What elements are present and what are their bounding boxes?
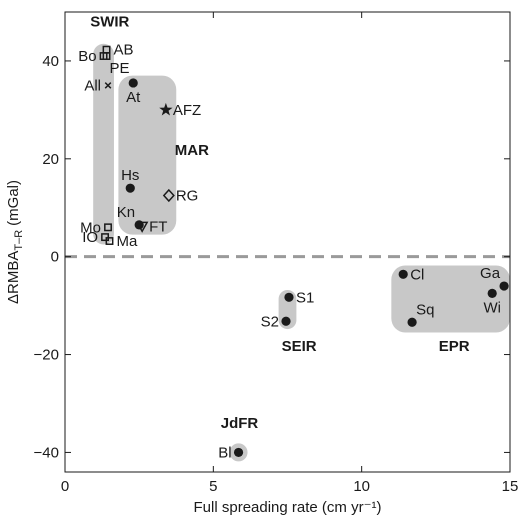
y-axis-title-subscript: T–R <box>13 230 25 251</box>
region-epr <box>391 265 510 333</box>
group-label-seir: SEIR <box>282 338 317 355</box>
point-afz <box>159 102 173 116</box>
x-axis-title: Full spreading rate (cm yr⁻¹) <box>194 499 382 516</box>
label-bl: Bl <box>218 444 231 461</box>
plot-frame <box>64 11 511 473</box>
x-tick-label-2: 10 <box>353 478 370 495</box>
region-highlights <box>93 43 510 461</box>
label-cl: Cl <box>410 266 424 283</box>
label-mo: Mo <box>80 219 101 236</box>
point-s2 <box>281 316 291 326</box>
point-ma <box>105 237 114 245</box>
point-all <box>104 82 112 89</box>
y-axis-title: ΔRMBAT–R (mGal) <box>5 180 25 304</box>
x-tick-label-0: 0 <box>61 478 69 495</box>
region-swir <box>93 43 114 245</box>
label-s1: S1 <box>296 289 314 306</box>
point-rg <box>162 188 175 203</box>
point-pe <box>102 52 111 60</box>
label-ft: FT <box>149 218 167 235</box>
label-all: All <box>84 77 101 94</box>
y-tick-label-4: 40 <box>42 53 59 70</box>
y-tick-label-1: −20 <box>34 347 59 364</box>
data-points <box>99 45 509 462</box>
label-kn: Kn <box>117 204 135 221</box>
label-ma: Ma <box>117 233 138 250</box>
x-tick-label-1: 5 <box>209 478 217 495</box>
y-axis-title-unit: (mGal) <box>5 180 22 226</box>
point-cl <box>398 269 408 279</box>
y-tick-label-3: 20 <box>42 151 59 168</box>
region-mar <box>118 75 177 235</box>
label-s2: S2 <box>261 313 279 330</box>
point-wi <box>487 288 497 298</box>
point-bl <box>233 447 244 458</box>
group-label-mar: MAR <box>175 142 209 159</box>
point-at <box>128 78 138 88</box>
x-axis: 0 5 10 15 <box>61 12 519 495</box>
label-ga: Ga <box>480 265 501 282</box>
x-tick-label-3: 15 <box>502 478 519 495</box>
y-axis-title-main: ΔRMBA <box>5 251 22 304</box>
label-rg: RG <box>176 188 199 205</box>
y-axis: −40 −20 0 20 40 <box>34 53 510 461</box>
group-label-jdfr: JdFR <box>221 415 259 432</box>
point-hs <box>125 183 135 193</box>
label-at: At <box>126 89 141 106</box>
label-bo: Bo <box>78 48 96 65</box>
point-mo <box>104 223 112 232</box>
label-io: IO <box>82 229 98 246</box>
point-s1 <box>284 292 294 302</box>
label-sq: Sq <box>416 301 434 318</box>
group-label-epr: EPR <box>439 338 470 355</box>
label-hs: Hs <box>121 167 139 184</box>
point-bl-ring <box>229 443 248 462</box>
point-ga <box>499 281 509 291</box>
point-ft <box>135 221 149 233</box>
label-afz: AFZ <box>173 102 201 119</box>
y-tick-label-2: 0 <box>51 249 59 266</box>
label-pe: PE <box>110 60 130 77</box>
label-ab: AB <box>114 42 134 59</box>
point-sq <box>407 317 417 327</box>
label-wi: Wi <box>483 299 501 316</box>
y-tick-label-0: −40 <box>34 444 59 461</box>
group-label-swir: SWIR <box>90 14 129 31</box>
